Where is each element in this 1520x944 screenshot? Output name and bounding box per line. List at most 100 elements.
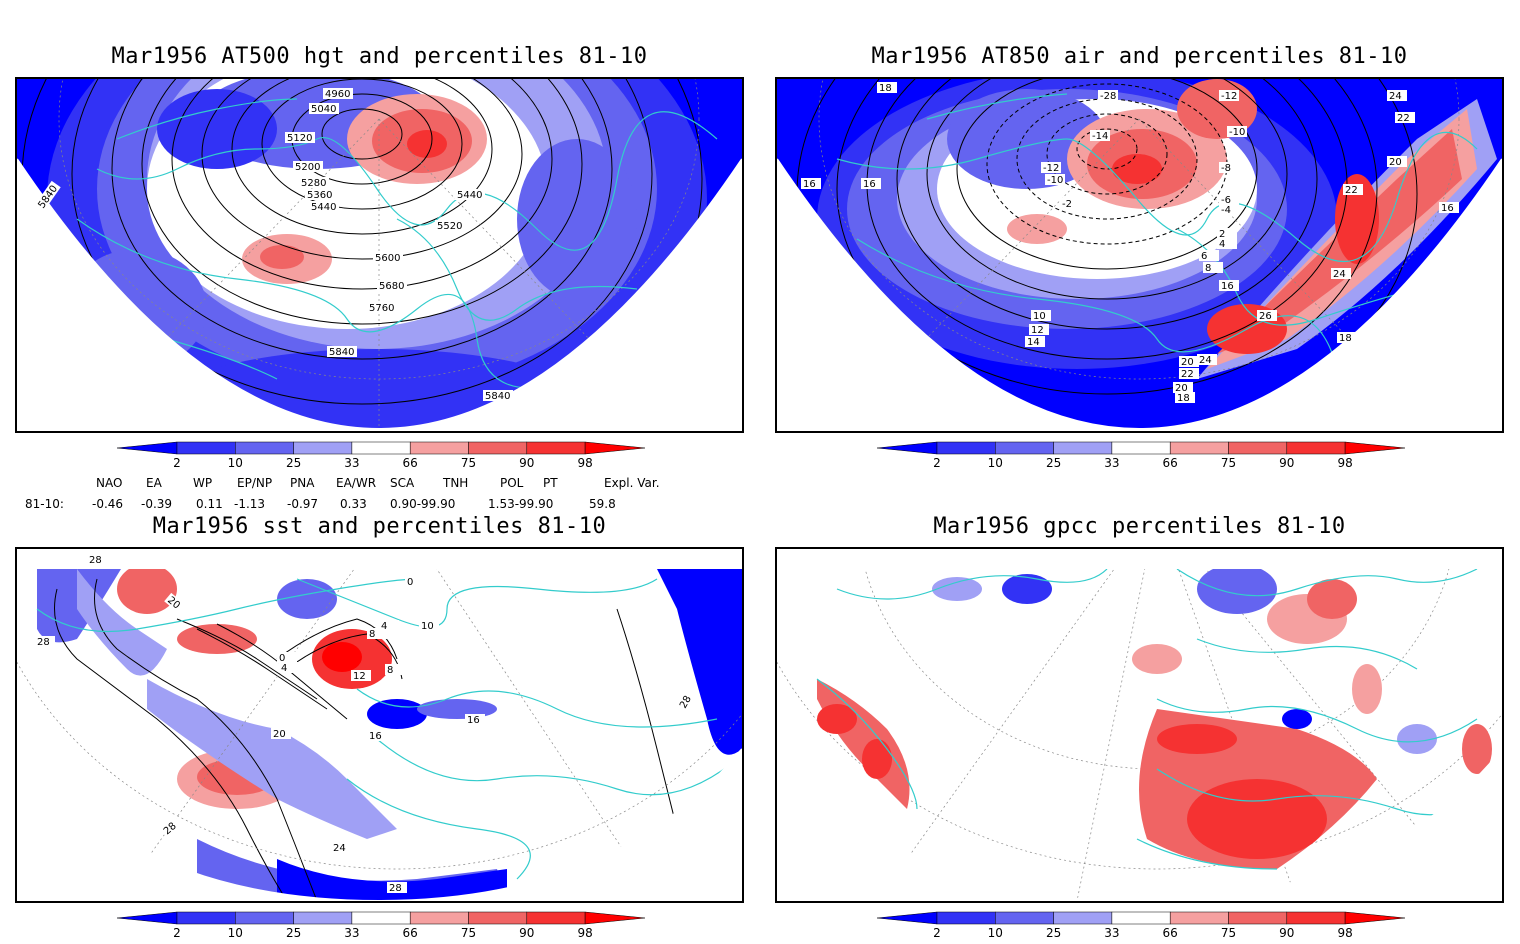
colorbar-segment: [995, 911, 1054, 925]
contour-label: 20: [1389, 157, 1402, 168]
tel-header-ea: EA: [146, 476, 162, 490]
contour-label: -12: [1221, 91, 1237, 102]
contour-label: 28: [89, 555, 102, 566]
contour-label: 5760: [369, 303, 394, 314]
colorbar-segment: [936, 441, 996, 455]
contour-label: 8: [1205, 263, 1211, 274]
contour-label: 16: [1221, 281, 1234, 292]
colorbar-tick-label: 66: [403, 456, 418, 470]
colorbar-segment: [1111, 441, 1171, 455]
contour-label: 5600: [375, 253, 400, 264]
tel-value-ea: -0.39: [141, 497, 173, 511]
colorbar-segment: [1286, 911, 1346, 925]
contour-label: 5680: [379, 281, 404, 292]
tel-value-explvar: 59.8: [589, 497, 616, 511]
colorbar-tick-label: 98: [577, 926, 592, 940]
colorbar-segment: [995, 441, 1054, 455]
tel-row-label: 81-10:: [25, 497, 64, 511]
colorbar-segment: [526, 911, 586, 925]
map-panel-at500: 4960 5040 5120 5200 5280 5360 5440 5440 …: [15, 77, 744, 433]
colorbar-tick-label: 33: [1104, 926, 1119, 940]
contour-label: 5520: [437, 221, 462, 232]
colorbar-tick-label: 10: [988, 456, 1003, 470]
contour-label: 16: [1441, 203, 1454, 214]
contour-label: 5200: [295, 162, 320, 173]
contour-label: 20: [1175, 383, 1188, 394]
colorbar-tick-label: 25: [286, 926, 301, 940]
contour-label: 24: [1199, 355, 1212, 366]
tel-header-nao: NAO: [96, 476, 123, 490]
contour-label: -2: [1062, 199, 1072, 210]
colorbar-segment: [235, 911, 294, 925]
colorbar-gpcc: 2 10 25 33 66 75 90 98: [876, 910, 1406, 944]
colorbar-tick-label: 33: [344, 926, 359, 940]
colorbar-tick-label: 98: [577, 456, 592, 470]
colorbar-tick-label: 33: [1104, 456, 1119, 470]
tel-header-pt: PT: [543, 476, 558, 490]
colorbar-tick-label: 2: [173, 926, 181, 940]
colorbar-segment: [1111, 911, 1171, 925]
map-panel-sst: 28 20 28 0 4 8 12 0 4 8 10 16 16 20 24 2…: [15, 547, 744, 903]
colorbar-segment: [176, 441, 236, 455]
contour-label: 22: [1181, 369, 1194, 380]
colorbar-sst: 2 10 25 33 66 75 90 98: [116, 910, 646, 944]
contour-label: 0: [279, 653, 285, 664]
tel-header-sca: SCA: [390, 476, 415, 490]
colorbar-segment: [1228, 911, 1288, 925]
contour-labels-at500: 4960 5040 5120 5200 5280 5360 5440 5440 …: [34, 88, 513, 402]
colorbar-segment: [936, 911, 996, 925]
contour-label: 24: [333, 843, 346, 854]
contour-label: 22: [1397, 113, 1410, 124]
tel-header-eawr: EA/WR: [336, 476, 377, 490]
contour-label: 24: [1389, 91, 1402, 102]
contour-label: 10: [421, 621, 434, 632]
colorbar-tick-label: 2: [933, 926, 941, 940]
colorbar-tick-label: 90: [1279, 456, 1294, 470]
contour-label: 26: [1259, 311, 1272, 322]
panel-title-sst: Mar1956 sst and percentiles 81-10: [152, 514, 607, 539]
panel-title-at500: Mar1956 AT500 hgt and percentiles 81-10: [111, 44, 648, 69]
contour-label: 18: [1339, 333, 1352, 344]
contour-label: 5360: [307, 190, 332, 201]
contour-label: 20: [1181, 357, 1194, 368]
colorbar-tick-label: 98: [1337, 926, 1352, 940]
contour-label: 16: [369, 731, 382, 742]
contour-label: -14: [1092, 131, 1108, 142]
contour-label: -10: [1229, 127, 1245, 138]
contour-label: 14: [1027, 337, 1040, 348]
colorbar-segment: [584, 441, 646, 455]
colorbar-at850: 2 10 25 33 66 75 90 98: [876, 440, 1406, 474]
colorbar-tick-label: 66: [1163, 456, 1178, 470]
colorbar-at500: 2 10 25 33 66 75 90 98: [116, 440, 646, 474]
contour-label: 6: [1201, 251, 1207, 262]
colorbar-segment: [351, 911, 411, 925]
tel-header-pna: PNA: [290, 476, 315, 490]
colorbar-segment: [293, 441, 353, 455]
contour-label: 12: [1031, 325, 1044, 336]
contour-label: 12: [353, 671, 366, 682]
colorbar-tick-label: 66: [403, 926, 418, 940]
contour-label: 10: [1033, 311, 1046, 322]
contour-label: 18: [879, 83, 892, 94]
tel-value-wp: 0.11: [196, 497, 223, 511]
colorbar-segment: [1169, 911, 1229, 925]
contour-label: 18: [1177, 393, 1190, 404]
colorbar-tick-label: 25: [1046, 456, 1061, 470]
contour-label: -10: [1047, 175, 1063, 186]
contour-label: 5840: [329, 347, 354, 358]
colorbar-tick-label: 2: [933, 456, 941, 470]
colorbar-segment: [116, 911, 178, 925]
contour-label: 28: [389, 883, 402, 894]
tel-value-tnh: 1.53-99.90: [488, 497, 554, 511]
colorbar-segment: [584, 911, 646, 925]
colorbar-segment: [1344, 441, 1406, 455]
contour-label: 5040: [311, 104, 336, 115]
contour-label: 8: [369, 629, 375, 640]
colorbar-segment: [1344, 911, 1406, 925]
colorbar-tick-label: 33: [344, 456, 359, 470]
colorbar-tick-label: 90: [519, 456, 534, 470]
map-panel-at850: 18 -28 -14 -12 -10 -12 -10 -8 -6 -4 -2 2…: [775, 77, 1504, 433]
colorbar-tick-label: 25: [1046, 926, 1061, 940]
colorbar-segment: [409, 441, 469, 455]
colorbar-segment: [876, 441, 938, 455]
